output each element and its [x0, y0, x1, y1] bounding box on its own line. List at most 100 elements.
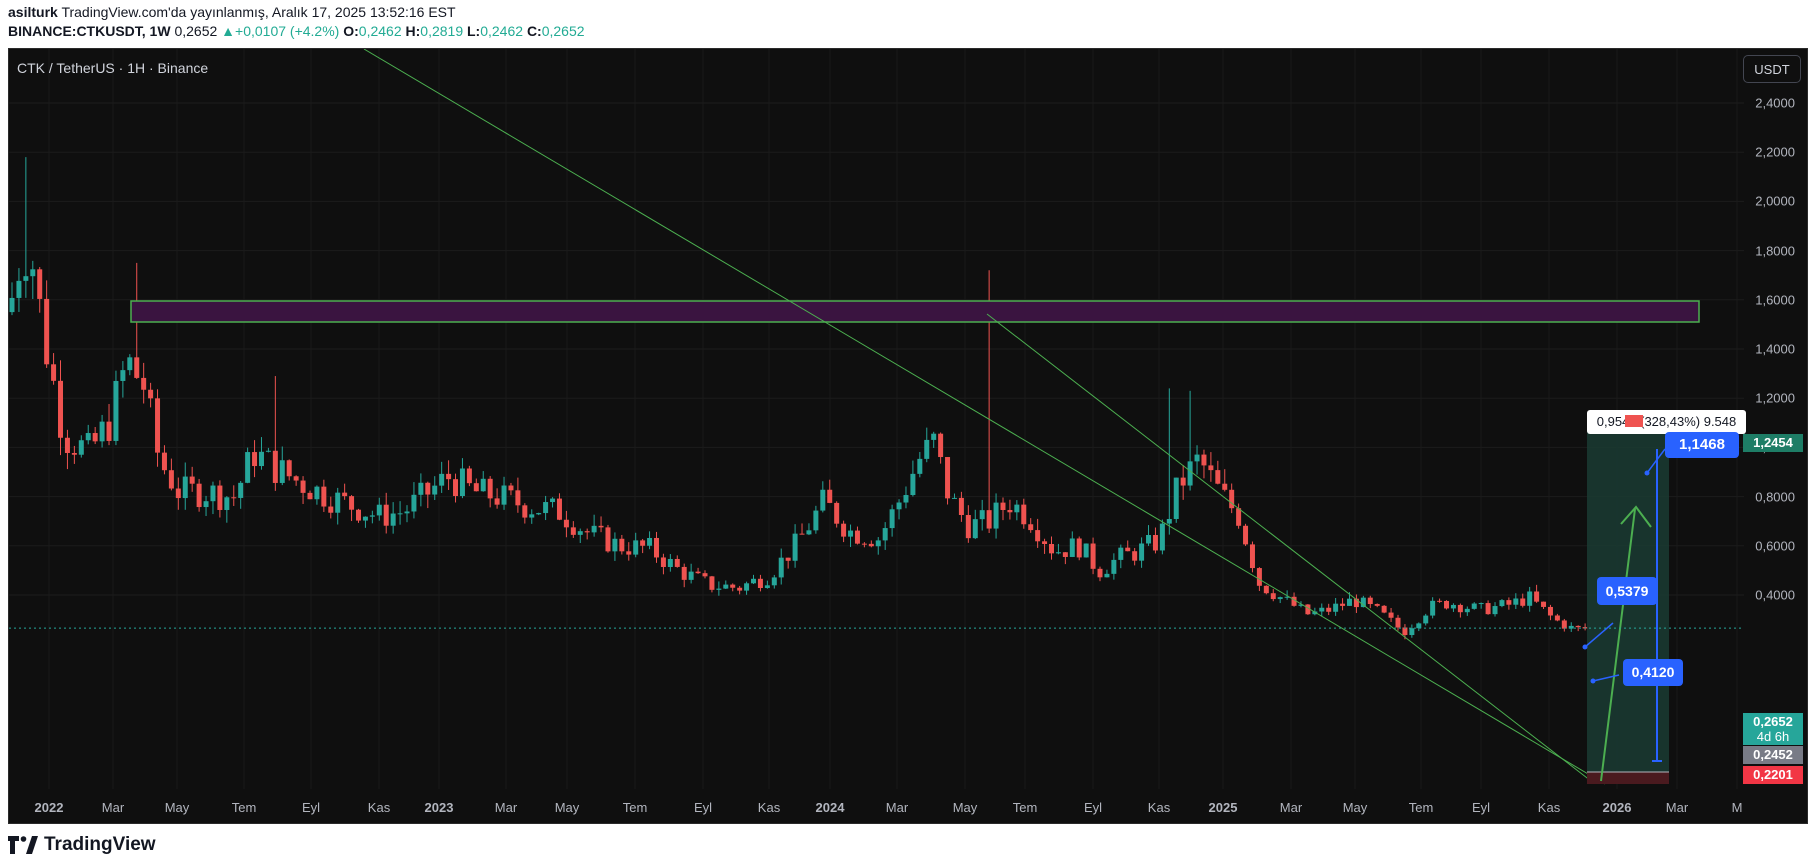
high-value: 0,2819 [420, 23, 464, 39]
candle-up [314, 486, 320, 500]
candle-down [307, 492, 313, 500]
candle-up [376, 504, 382, 516]
time-axis-label: Eyl [1083, 800, 1103, 815]
candle-down [466, 468, 472, 484]
candle-up [1423, 615, 1429, 624]
candle-down [293, 476, 299, 481]
candle-up [418, 482, 424, 495]
candle-down [71, 452, 77, 455]
candle-down [1340, 603, 1346, 606]
candle-down [44, 298, 50, 365]
candle-up [543, 502, 549, 514]
candle-down [674, 558, 680, 567]
time-axis-label: 2023 [424, 800, 454, 815]
candle-down [300, 480, 306, 493]
candle-down [342, 492, 348, 497]
candle-down [1554, 615, 1560, 621]
trendline-long[interactable] [363, 49, 1606, 785]
candle-down [1263, 585, 1269, 594]
flag-icon [1625, 415, 1643, 427]
candle-up [432, 485, 438, 495]
candle-down [827, 489, 833, 503]
stop-price-tag: 0,2201 [1743, 766, 1803, 784]
measure-label: 0,9549 (328,43%) 9.548 [1587, 410, 1746, 434]
candle-down [383, 504, 389, 526]
projection-arrow[interactable] [1600, 508, 1636, 782]
chart-canvas[interactable] [9, 49, 1808, 824]
candle-up [78, 440, 84, 455]
candle-up [1104, 573, 1110, 578]
candle-up [1346, 598, 1352, 606]
candle-up [203, 501, 209, 508]
price-axis-label: 0,4000 [1755, 587, 1795, 603]
footer-branding[interactable]: TradingView [8, 830, 156, 860]
callout-low[interactable]: 0,4120 [1623, 659, 1683, 686]
candle-up [792, 533, 798, 561]
candle-down [965, 515, 971, 539]
drawings-layer[interactable] [9, 49, 1744, 785]
publish-info: asilturk TradingView.com'da yayınlanmış,… [8, 4, 456, 20]
candle-up [1430, 600, 1436, 616]
ohlc-bar: BINANCE:CTKUSDT, 1W 0,2652 ▲+0,0107 (+4.… [8, 23, 585, 39]
currency-button[interactable]: USDT [1743, 55, 1801, 83]
candle-down [487, 478, 493, 499]
candle-down [1062, 552, 1068, 557]
resistance-zone[interactable] [130, 300, 1700, 323]
callout-line-target [1646, 448, 1666, 474]
current-price-value: 0,2652 [1753, 714, 1793, 729]
candle-down [252, 452, 258, 467]
candle-up [1277, 597, 1283, 600]
candle-up [993, 502, 999, 529]
candle-up [875, 540, 881, 547]
candle-down [709, 576, 715, 590]
candle-down [328, 506, 334, 513]
candle-down [598, 525, 604, 528]
candle-up [459, 468, 465, 497]
candle-up [362, 516, 368, 521]
price-axis-label: 2,4000 [1755, 95, 1795, 111]
callout-mid[interactable]: 0,5379 [1597, 577, 1657, 605]
candle-up [1416, 623, 1422, 629]
bar-countdown: 4d 6h [1756, 729, 1790, 744]
candle-down [938, 433, 944, 458]
candle-up [820, 489, 826, 511]
callout-target[interactable]: 1,1468 [1665, 432, 1739, 458]
candle-up [258, 451, 264, 467]
candle-up [1014, 504, 1020, 513]
candle-down [1028, 524, 1034, 531]
open-label: O: [343, 23, 359, 39]
candle-down [196, 483, 202, 508]
chart-pane[interactable]: CTK / TetherUS · 1H · Binance USDT 2,400… [8, 48, 1808, 824]
candle-down [660, 557, 666, 567]
candle-down [1236, 508, 1242, 526]
candle-up [1450, 604, 1456, 609]
candle-up [16, 280, 22, 298]
candle-down [453, 479, 459, 497]
candle-up [411, 494, 417, 512]
candle-up [924, 439, 930, 459]
candle-down [854, 530, 860, 544]
candle-down [563, 519, 569, 528]
candle-down [1222, 483, 1228, 490]
time-axis-label: 2025 [1208, 800, 1238, 815]
candle-up [848, 530, 854, 537]
time-axis-label: Kas [367, 800, 391, 815]
candle-down [1485, 603, 1491, 615]
candle-up [1118, 547, 1124, 560]
time-axis-label: Kas [757, 800, 781, 815]
author-name[interactable]: asilturk [8, 4, 58, 20]
candle-down [1534, 591, 1540, 602]
candle-down [1049, 544, 1054, 554]
candle-down [1326, 607, 1332, 612]
long-position-stop-area[interactable] [1587, 772, 1669, 784]
trendline-short[interactable] [986, 313, 1592, 782]
symbol-legend[interactable]: CTK / TetherUS · 1H · Binance [17, 60, 209, 76]
candle-down [945, 457, 951, 499]
last-price: 0,2652 [174, 23, 218, 39]
candle-down [834, 502, 840, 524]
entry-price-tag: 0,2452 [1743, 746, 1803, 764]
candle-down [861, 543, 867, 545]
candle-down [1541, 601, 1547, 607]
candle-down [58, 380, 64, 438]
candle-up [1194, 454, 1200, 462]
